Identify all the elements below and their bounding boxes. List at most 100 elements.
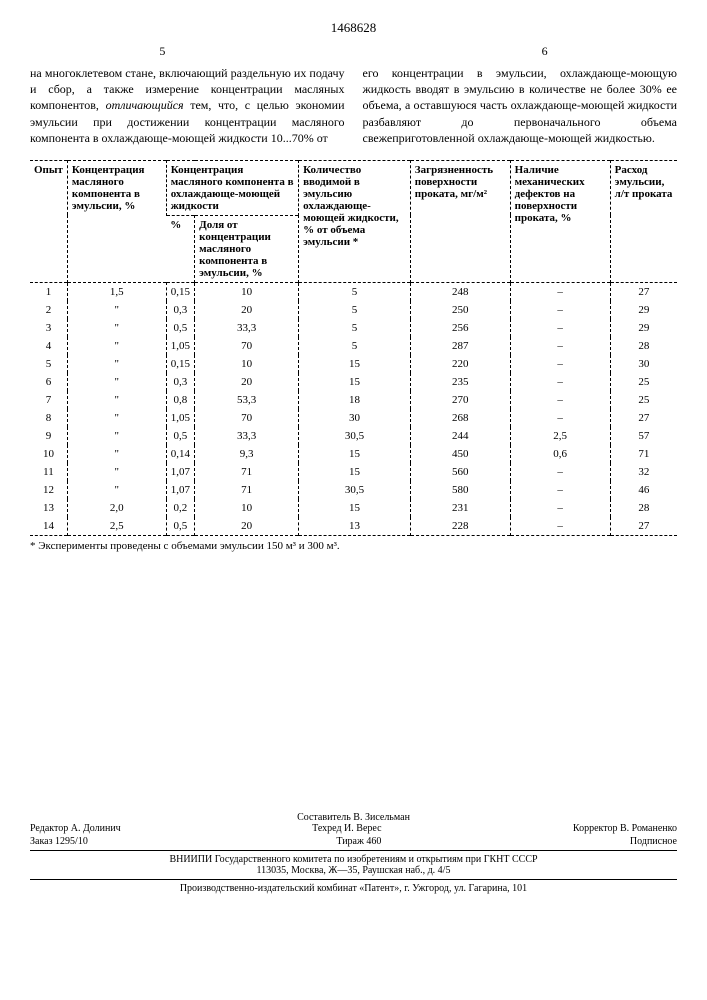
- table-cell: 71: [610, 445, 677, 463]
- th-sub-share: Доля от концентрации масляного компонент…: [195, 215, 299, 282]
- table-row: 8"1,057030268–27: [30, 409, 677, 427]
- table-cell: 6: [30, 373, 67, 391]
- table-cell: 15: [299, 445, 411, 463]
- table-cell: 1,05: [166, 409, 194, 427]
- table-cell: 27: [610, 409, 677, 427]
- footnote: * Эксперименты проведены с объемами эмул…: [30, 540, 677, 552]
- table-cell: 0,6: [510, 445, 610, 463]
- table-cell: 30: [299, 409, 411, 427]
- table-row: 3"0,533,35256–29: [30, 319, 677, 337]
- table-cell: 71: [195, 463, 299, 481]
- table-cell: –: [510, 319, 610, 337]
- table-cell: –: [510, 499, 610, 517]
- table-cell: 10: [195, 499, 299, 517]
- table-row: 5"0,151015220–30: [30, 355, 677, 373]
- table-cell: 0,3: [166, 301, 194, 319]
- table-cell: 248: [410, 282, 510, 301]
- table-row: 2"0,3205250–29: [30, 301, 677, 319]
- table-cell: 46: [610, 481, 677, 499]
- compiler: Составитель В. Зисельман: [30, 812, 677, 823]
- table-cell: 4: [30, 337, 67, 355]
- table-row: 4"1,05705287–28: [30, 337, 677, 355]
- table-cell: 2,0: [67, 499, 166, 517]
- table-cell: 5: [30, 355, 67, 373]
- table-cell: 30,5: [299, 481, 411, 499]
- table-cell: 0,5: [166, 319, 194, 337]
- tech: Техред И. Верес: [312, 823, 381, 834]
- table-cell: –: [510, 391, 610, 409]
- th-qty: Количество вводимой в эмульсию охлаждающ…: [299, 160, 411, 282]
- table-cell: 580: [410, 481, 510, 499]
- table-cell: ": [67, 481, 166, 499]
- table-cell: 231: [410, 499, 510, 517]
- table-row: 10"0,149,3154500,671: [30, 445, 677, 463]
- table-cell: 18: [299, 391, 411, 409]
- left-column: на многоклетевом стане, включающий разде…: [30, 65, 345, 146]
- table-cell: 28: [610, 337, 677, 355]
- table-cell: 10: [195, 355, 299, 373]
- table-cell: 235: [410, 373, 510, 391]
- table-cell: 57: [610, 427, 677, 445]
- header-row: Опыт Концентрация масляного компонента в…: [30, 160, 677, 215]
- table-cell: 25: [610, 391, 677, 409]
- table-cell: 33,3: [195, 427, 299, 445]
- table-row: 11"1,077115560–32: [30, 463, 677, 481]
- table-cell: 71: [195, 481, 299, 499]
- table-cell: ": [67, 319, 166, 337]
- table-cell: 53,3: [195, 391, 299, 409]
- table-cell: –: [510, 409, 610, 427]
- table-cell: 5: [299, 301, 411, 319]
- table-cell: 5: [299, 282, 411, 301]
- table-cell: ": [67, 355, 166, 373]
- table-cell: ": [67, 301, 166, 319]
- table-cell: 7: [30, 391, 67, 409]
- table-cell: 228: [410, 517, 510, 536]
- table-cell: 2: [30, 301, 67, 319]
- table-cell: 0,15: [166, 355, 194, 373]
- th-sub-pct: %: [166, 215, 194, 282]
- org2: Производственно-издательский комбинат «П…: [30, 883, 677, 894]
- table-cell: 256: [410, 319, 510, 337]
- table-cell: 244: [410, 427, 510, 445]
- th-dirt: Загрязненность поверхности проката, мг/м…: [410, 160, 510, 282]
- table-body: 11,50,15105248–272"0,3205250–293"0,533,3…: [30, 282, 677, 535]
- th-opyt: Опыт: [30, 160, 67, 282]
- table-row: 132,00,21015231–28: [30, 499, 677, 517]
- table-cell: 14: [30, 517, 67, 536]
- table-cell: ": [67, 445, 166, 463]
- tirage: Тираж 460: [336, 836, 381, 847]
- table-cell: 32: [610, 463, 677, 481]
- table-cell: –: [510, 373, 610, 391]
- data-table: Опыт Концентрация масляного компонента в…: [30, 160, 677, 536]
- table-cell: 5: [299, 319, 411, 337]
- table-cell: 10: [30, 445, 67, 463]
- doc-number: 1468628: [30, 20, 677, 36]
- editor: Редактор А. Долинич: [30, 823, 121, 834]
- table-cell: 0,15: [166, 282, 194, 301]
- table-cell: 15: [299, 463, 411, 481]
- table-cell: 0,14: [166, 445, 194, 463]
- table-cell: 27: [610, 517, 677, 536]
- table-row: 9"0,533,330,52442,557: [30, 427, 677, 445]
- table-cell: 8: [30, 409, 67, 427]
- table-cell: 1,07: [166, 463, 194, 481]
- addr1: 113035, Москва, Ж—35, Раушская наб., д. …: [30, 865, 677, 876]
- table-cell: 15: [299, 355, 411, 373]
- table-cell: –: [510, 282, 610, 301]
- table-cell: ": [67, 337, 166, 355]
- th-conc-cool: Концентрация масляного компонента в охла…: [166, 160, 298, 215]
- table-cell: 3: [30, 319, 67, 337]
- order: Заказ 1295/10: [30, 836, 88, 847]
- table-cell: 1,05: [166, 337, 194, 355]
- table-cell: ": [67, 427, 166, 445]
- table-cell: 70: [195, 409, 299, 427]
- table-cell: 20: [195, 517, 299, 536]
- table-cell: ": [67, 391, 166, 409]
- text-columns: на многоклетевом стане, включающий разде…: [30, 65, 677, 146]
- table-cell: 30,5: [299, 427, 411, 445]
- table-cell: ": [67, 409, 166, 427]
- table-cell: 20: [195, 373, 299, 391]
- table-cell: 10: [195, 282, 299, 301]
- table-cell: 560: [410, 463, 510, 481]
- table-cell: 268: [410, 409, 510, 427]
